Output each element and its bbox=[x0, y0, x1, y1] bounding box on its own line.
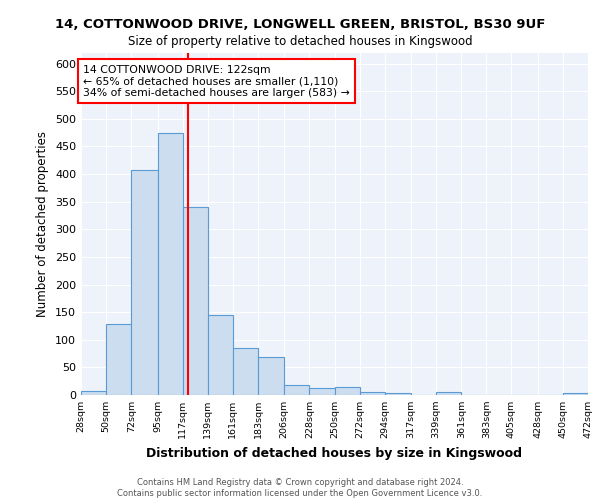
Text: Contains HM Land Registry data © Crown copyright and database right 2024.
Contai: Contains HM Land Registry data © Crown c… bbox=[118, 478, 482, 498]
Text: 14 COTTONWOOD DRIVE: 122sqm
← 65% of detached houses are smaller (1,110)
34% of : 14 COTTONWOOD DRIVE: 122sqm ← 65% of det… bbox=[83, 64, 350, 98]
Bar bbox=[81, 390, 106, 395]
Bar bbox=[131, 170, 158, 395]
Bar bbox=[258, 358, 284, 395]
Bar bbox=[182, 207, 208, 395]
Bar bbox=[158, 132, 182, 395]
Bar bbox=[284, 385, 310, 395]
Text: 14, COTTONWOOD DRIVE, LONGWELL GREEN, BRISTOL, BS30 9UF: 14, COTTONWOOD DRIVE, LONGWELL GREEN, BR… bbox=[55, 18, 545, 30]
Bar bbox=[208, 315, 233, 395]
Bar bbox=[385, 393, 411, 395]
X-axis label: Distribution of detached houses by size in Kingswood: Distribution of detached houses by size … bbox=[146, 446, 523, 460]
Bar bbox=[563, 393, 588, 395]
Bar bbox=[359, 392, 385, 395]
Bar bbox=[335, 386, 359, 395]
Bar bbox=[233, 348, 258, 395]
Bar bbox=[310, 388, 335, 395]
Text: Size of property relative to detached houses in Kingswood: Size of property relative to detached ho… bbox=[128, 35, 472, 48]
Bar bbox=[436, 392, 461, 395]
Bar bbox=[106, 324, 131, 395]
Y-axis label: Number of detached properties: Number of detached properties bbox=[37, 130, 49, 317]
